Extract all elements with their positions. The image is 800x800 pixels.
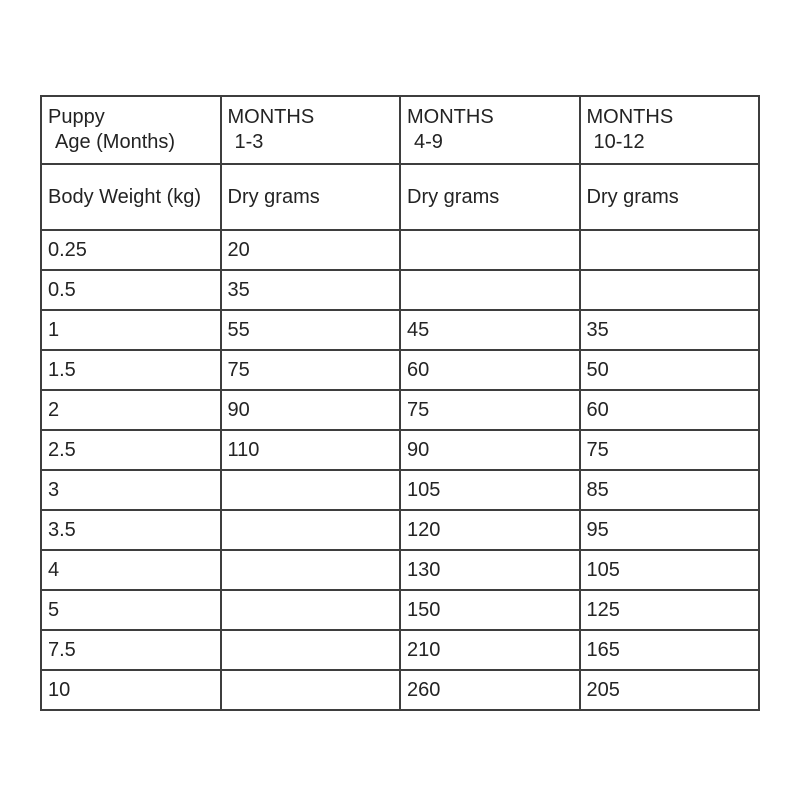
grams-cell: 120 [399, 509, 581, 551]
table-row: 2.5 110 90 75 [40, 429, 760, 471]
table-row: 3 105 85 [40, 469, 760, 511]
grams-cell: 165 [578, 629, 760, 671]
header-cell-months-1-3: MONTHS 1-3 [219, 95, 401, 165]
grams-cell: 90 [219, 389, 401, 431]
table-row: 2 90 75 60 [40, 389, 760, 431]
grams-cell [219, 589, 401, 631]
weight-cell: 3.5 [40, 509, 222, 551]
header-cell-puppy-age: Puppy Age (Months) [40, 95, 222, 165]
table-row: 0.5 35 [40, 269, 760, 311]
table-header-row: Puppy Age (Months) MONTHS 1-3 MONTHS 4-9… [40, 95, 760, 165]
header-line1: Puppy [48, 106, 105, 128]
grams-cell [219, 669, 401, 711]
grams-cell: 60 [578, 389, 760, 431]
subheader-cell-dry-grams-4-9: Dry grams [399, 163, 581, 231]
weight-cell: 2.5 [40, 429, 222, 471]
subheader-cell-body-weight: Body Weight (kg) [40, 163, 222, 231]
weight-cell: 0.25 [40, 229, 222, 271]
table-row: 5 150 125 [40, 589, 760, 631]
header-line1: MONTHS [227, 106, 315, 128]
table-row: 3.5 120 95 [40, 509, 760, 551]
weight-cell: 4 [40, 549, 222, 591]
grams-cell [219, 629, 401, 671]
table-row: 10 260 205 [40, 669, 760, 711]
grams-cell: 90 [399, 429, 581, 471]
table-subheader-row: Body Weight (kg) Dry grams Dry grams Dry… [40, 163, 760, 231]
table-row: 1.5 75 60 50 [40, 349, 760, 391]
grams-cell: 105 [399, 469, 581, 511]
grams-cell: 45 [399, 309, 581, 351]
grams-cell: 260 [399, 669, 581, 711]
grams-cell: 35 [219, 269, 401, 311]
subheader-cell-dry-grams-10-12: Dry grams [578, 163, 760, 231]
header-line2: 10-12 [593, 131, 645, 153]
grams-cell: 35 [578, 309, 760, 351]
grams-cell: 85 [578, 469, 760, 511]
header-line2: Age (Months) [55, 131, 176, 153]
grams-cell: 75 [219, 349, 401, 391]
header-cell-months-4-9: MONTHS 4-9 [399, 95, 581, 165]
grams-cell: 75 [399, 389, 581, 431]
table-row: 1 55 45 35 [40, 309, 760, 351]
grams-cell: 50 [578, 349, 760, 391]
weight-cell: 10 [40, 669, 222, 711]
grams-cell [219, 549, 401, 591]
header-line1: MONTHS [407, 106, 494, 128]
weight-cell: 7.5 [40, 629, 222, 671]
grams-cell: 95 [578, 509, 760, 551]
grams-cell: 150 [399, 589, 581, 631]
table-row: 4 130 105 [40, 549, 760, 591]
grams-cell: 55 [219, 309, 401, 351]
header-cell-months-10-12: MONTHS 10-12 [578, 95, 760, 165]
grams-cell [219, 509, 401, 551]
grams-cell: 210 [399, 629, 581, 671]
weight-cell: 2 [40, 389, 222, 431]
grams-cell: 105 [578, 549, 760, 591]
grams-cell [399, 229, 581, 271]
grams-cell: 20 [219, 229, 401, 271]
grams-cell: 110 [219, 429, 401, 471]
subheader-cell-dry-grams-1-3: Dry grams [219, 163, 401, 231]
table-row: 7.5 210 165 [40, 629, 760, 671]
header-line2: 4-9 [414, 131, 443, 153]
weight-cell: 5 [40, 589, 222, 631]
weight-cell: 0.5 [40, 269, 222, 311]
table-row: 0.25 20 [40, 229, 760, 271]
weight-cell: 1 [40, 309, 222, 351]
grams-cell [578, 269, 760, 311]
grams-cell: 125 [578, 589, 760, 631]
grams-cell [578, 229, 760, 271]
grams-cell: 75 [578, 429, 760, 471]
grams-cell: 205 [578, 669, 760, 711]
grams-cell [399, 269, 581, 311]
weight-cell: 3 [40, 469, 222, 511]
weight-cell: 1.5 [40, 349, 222, 391]
header-line1: MONTHS [586, 106, 674, 128]
grams-cell: 60 [399, 349, 581, 391]
puppy-feeding-table: Puppy Age (Months) MONTHS 1-3 MONTHS 4-9… [40, 95, 760, 711]
grams-cell [219, 469, 401, 511]
grams-cell: 130 [399, 549, 581, 591]
header-line2: 1-3 [234, 131, 264, 153]
